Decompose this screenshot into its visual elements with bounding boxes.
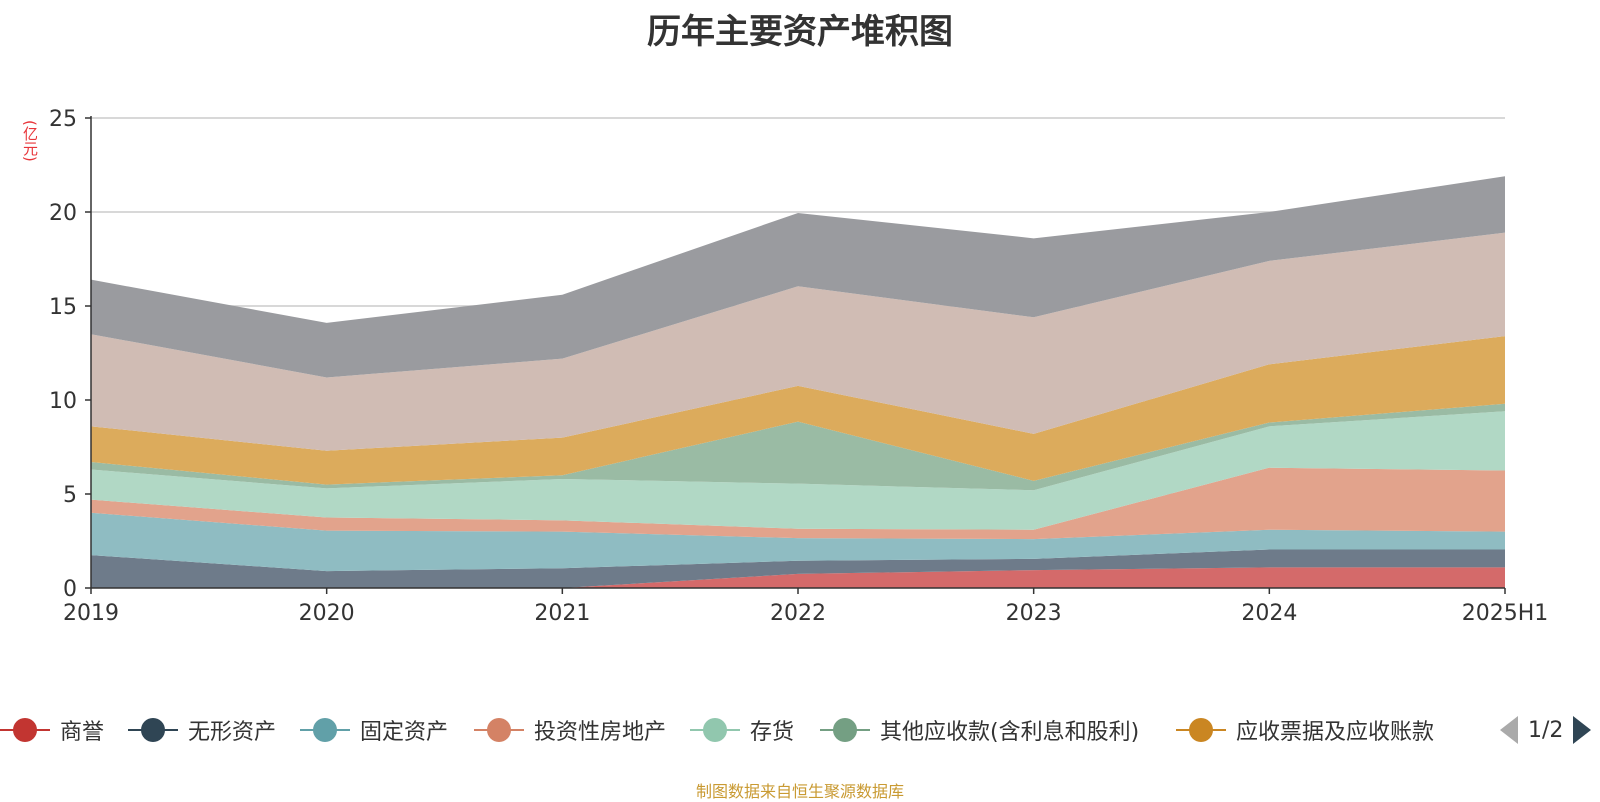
legend-prev-page-icon[interactable] — [1500, 716, 1518, 744]
legend-label: 存货 — [750, 720, 795, 745]
legend-page-indicator: 1/2 — [1528, 717, 1564, 743]
legend-item[interactable]: 投资性房地产 — [474, 712, 666, 748]
legend-item[interactable]: 无形资产 — [128, 712, 276, 748]
area-series-1 — [91, 549, 1505, 588]
legend-item[interactable]: 商誉 — [0, 712, 104, 748]
y-tick-label: 25 — [49, 107, 77, 132]
y-tick-label: 5 — [63, 483, 77, 508]
legend-next-page-icon[interactable] — [1573, 716, 1592, 744]
chart-title: 历年主要资产堆积图 — [647, 12, 953, 52]
y-tick-label: 0 — [63, 577, 77, 602]
legend-item[interactable]: 固定资产 — [300, 712, 448, 748]
x-tick-label: 2020 — [299, 601, 355, 626]
legend-label: 其他应收款(含利息和股利) — [880, 720, 1140, 745]
legend-marker-icon — [474, 718, 524, 742]
area-series-5 — [91, 403, 1505, 491]
legend-label: 固定资产 — [360, 720, 449, 745]
legend-label: 投资性房地产 — [534, 720, 667, 745]
area-series-3 — [91, 467, 1505, 540]
x-tick-label: 2019 — [63, 601, 119, 626]
legend-label: 无形资产 — [188, 720, 277, 745]
legend-label: 商誉 — [60, 720, 105, 745]
legend-marker-icon — [820, 718, 870, 742]
x-tick-label: 2025H1 — [1462, 601, 1549, 626]
legend-marker-icon — [128, 718, 178, 742]
source-note: 制图数据来自恒生聚源数据库 — [695, 782, 904, 801]
stacked-area-chart: 0 5 10 15 20 25 2019 2020 2021 2022 2023 2024 2025H1 — [49, 107, 1549, 626]
x-tick-label: 2024 — [1241, 601, 1297, 626]
legend-pager: 1/2 — [1500, 712, 1592, 748]
area-series-8 — [91, 176, 1505, 378]
legend-marker-icon — [1176, 718, 1226, 742]
legend-label: 应收票据及应收账款 — [1236, 720, 1435, 745]
legend-item[interactable]: 应收票据及应收账款 — [1176, 712, 1434, 748]
legend-marker-icon — [0, 718, 50, 742]
y-tick-label: 10 — [49, 389, 77, 414]
y-tick-label: 20 — [49, 201, 77, 226]
area-series-6 — [91, 336, 1505, 485]
area-series-2 — [91, 512, 1505, 572]
y-axis-unit-label: (亿元) — [21, 120, 39, 162]
x-tick-label: 2021 — [534, 601, 590, 626]
legend-marker-icon — [690, 718, 740, 742]
area-series-0 — [91, 567, 1505, 588]
legend-item[interactable]: 其他应收款(含利息和股利) — [820, 712, 1139, 748]
legend-item[interactable]: 存货 — [690, 712, 794, 748]
legend: 商誉 无形资产 固定资产 投资性房地产 存货 其他应收款(含利息和股利) 应收票据及应收账款 — [0, 712, 1600, 752]
y-tick-label: 15 — [49, 295, 77, 320]
area-series-7 — [91, 232, 1505, 451]
x-tick-label: 2022 — [770, 601, 826, 626]
legend-marker-icon — [300, 718, 350, 742]
area-series-4 — [91, 411, 1505, 530]
x-tick-label: 2023 — [1006, 601, 1062, 626]
